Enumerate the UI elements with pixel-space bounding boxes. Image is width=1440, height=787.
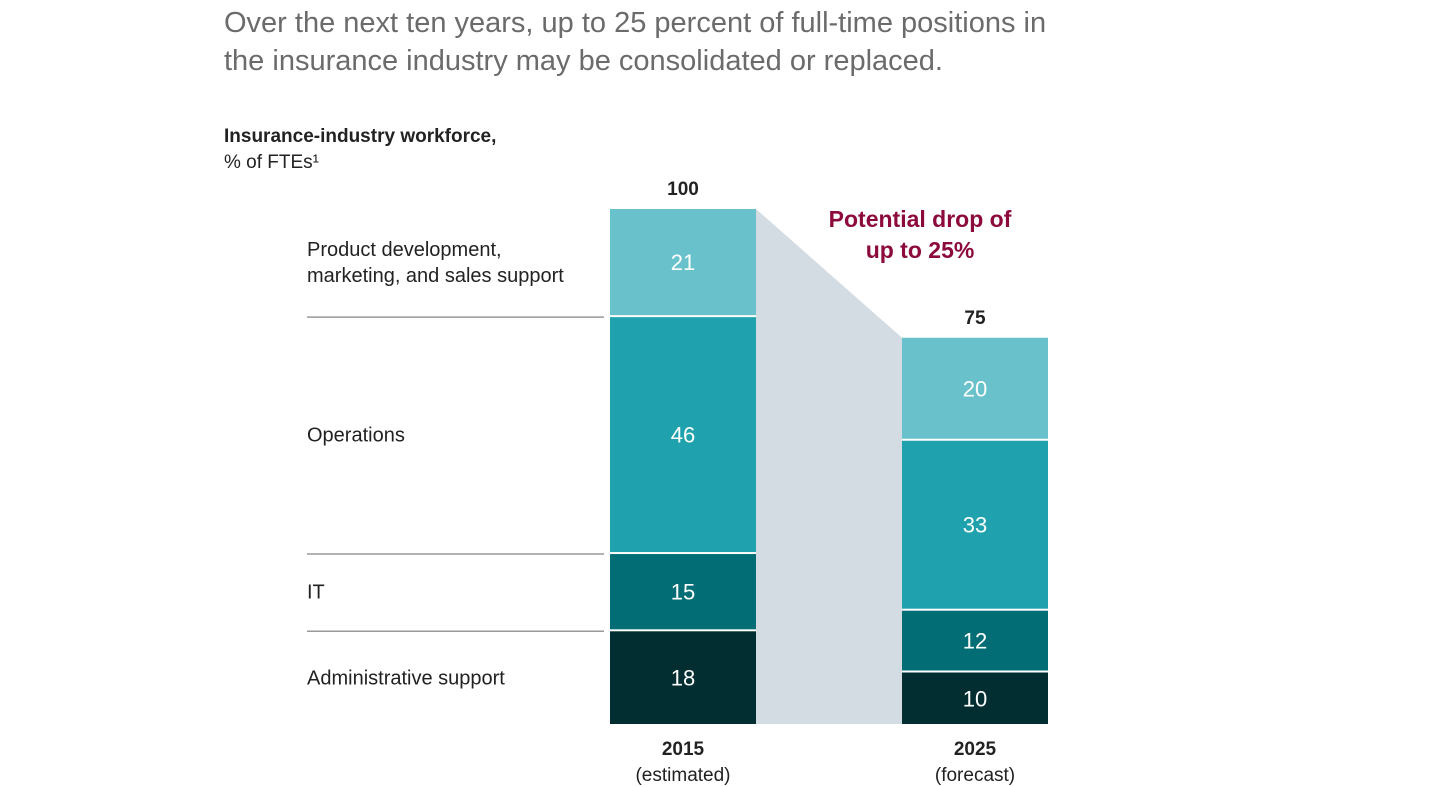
series-label-product-development-marketing-and-sales-support-line-0: Product development, [307, 239, 502, 261]
bar-segment-product-development-marketing-and-sales-support-1 [902, 337, 1048, 439]
chart-headline: Over the next ten years, up to 25 percen… [224, 4, 1224, 80]
unit-title-unit: % of FTEs¹ [224, 152, 320, 173]
series-label-administrative-support: Administrative support [307, 668, 505, 690]
bar-segment-administrative-support-0 [610, 631, 756, 724]
bar-segment-operations-0 [610, 317, 756, 553]
series-label-operations: Operations [307, 425, 405, 447]
data-label-product-development-marketing-and-sales-support-1: 20 [963, 376, 987, 401]
total-label-1: 75 [964, 308, 986, 329]
data-label-it-0: 15 [671, 580, 695, 605]
category-label-0-line-1: (estimated) [635, 765, 730, 786]
drop-connector [756, 209, 902, 724]
data-label-it-1: 12 [963, 629, 987, 654]
headline-line-1: Over the next ten years, up to 25 percen… [224, 7, 1047, 39]
category-label-1-line-0: 2025 [954, 739, 997, 760]
bar-segment-operations-1 [902, 440, 1048, 609]
bar-segment-product-development-marketing-and-sales-support-0 [610, 209, 756, 316]
headline-line-2: the insurance industry may be consolidat… [224, 45, 943, 77]
callout-line-1: Potential drop of [829, 206, 1012, 232]
series-label-product-development-marketing-and-sales-support-line-1: marketing, and sales support [307, 265, 564, 287]
data-label-operations-1: 33 [963, 513, 987, 538]
series-label-it: IT [307, 582, 325, 604]
bar-segment-it-1 [902, 610, 1048, 671]
data-label-administrative-support-0: 18 [671, 666, 695, 691]
category-label-0-line-0: 2015 [662, 739, 705, 760]
category-label-1-line-1: (forecast) [935, 765, 1015, 786]
bar-segment-administrative-support-1 [902, 672, 1048, 724]
callout-line-2: up to 25% [866, 237, 975, 263]
data-label-product-development-marketing-and-sales-support-0: 21 [671, 250, 695, 275]
data-label-operations-0: 46 [671, 423, 695, 448]
total-label-0: 100 [667, 179, 699, 200]
unit-title: Insurance-industry workforce, % of FTEs¹ [224, 124, 496, 176]
data-label-administrative-support-1: 10 [963, 686, 987, 711]
unit-title-bold: Insurance-industry workforce, [224, 126, 497, 147]
bar-segment-it-0 [610, 554, 756, 630]
